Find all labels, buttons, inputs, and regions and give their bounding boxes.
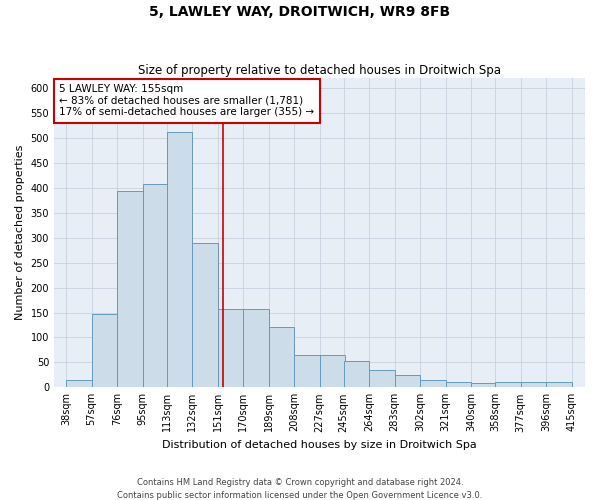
- Bar: [92, 314, 117, 388]
- Bar: [546, 382, 572, 388]
- Bar: [192, 242, 218, 388]
- Bar: [420, 380, 446, 388]
- X-axis label: Distribution of detached houses by size in Droitwich Spa: Distribution of detached houses by size …: [162, 440, 477, 450]
- Title: Size of property relative to detached houses in Droitwich Spa: Size of property relative to detached ho…: [138, 64, 501, 77]
- Bar: [471, 384, 497, 388]
- Bar: [218, 308, 243, 388]
- Text: 5, LAWLEY WAY, DROITWICH, WR9 8FB: 5, LAWLEY WAY, DROITWICH, WR9 8FB: [149, 5, 451, 19]
- Bar: [117, 192, 143, 388]
- Bar: [66, 380, 92, 388]
- Bar: [521, 382, 546, 388]
- Bar: [344, 362, 369, 388]
- Bar: [294, 355, 320, 388]
- Bar: [269, 328, 294, 388]
- Bar: [320, 355, 345, 388]
- Text: 5 LAWLEY WAY: 155sqm
← 83% of detached houses are smaller (1,781)
17% of semi-de: 5 LAWLEY WAY: 155sqm ← 83% of detached h…: [59, 84, 314, 117]
- Bar: [446, 382, 471, 388]
- Bar: [369, 370, 395, 388]
- Bar: [167, 132, 192, 388]
- Bar: [395, 375, 420, 388]
- Bar: [143, 184, 168, 388]
- Y-axis label: Number of detached properties: Number of detached properties: [15, 145, 25, 320]
- Text: Contains HM Land Registry data © Crown copyright and database right 2024.
Contai: Contains HM Land Registry data © Crown c…: [118, 478, 482, 500]
- Bar: [495, 382, 521, 388]
- Bar: [243, 308, 269, 388]
